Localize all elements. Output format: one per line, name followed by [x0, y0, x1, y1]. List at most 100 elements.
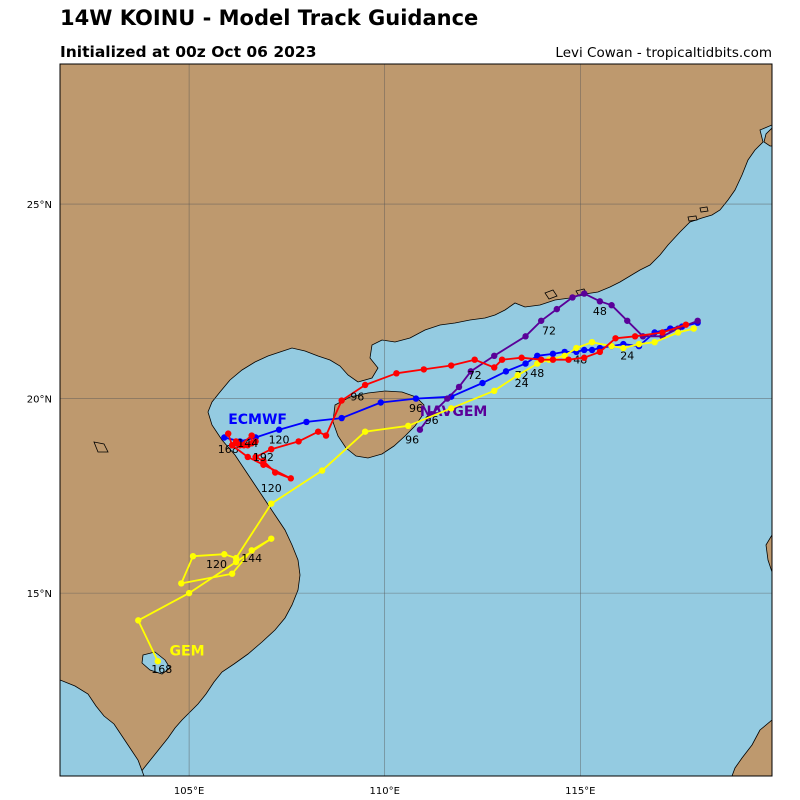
- y-tick-label: 20°N: [27, 395, 52, 406]
- forecast-hour-label: 192: [253, 451, 274, 464]
- track-point-gem: [588, 338, 596, 346]
- track-point-gfs: [549, 356, 557, 363]
- track-point-gem: [635, 340, 643, 348]
- track-point-ecmwf: [303, 418, 310, 426]
- track-point-navgem: [553, 305, 561, 313]
- track-point-gfs: [228, 442, 236, 449]
- track-point-gem: [178, 580, 185, 587]
- page-title: 14W KOINU - Model Track Guidance: [60, 6, 479, 30]
- forecast-hour-label: 72: [468, 369, 482, 382]
- track-point-ecmwf: [479, 379, 486, 387]
- track-point-gfs: [420, 366, 428, 373]
- track-point-gfs: [295, 438, 302, 445]
- track-point-gem: [690, 325, 697, 332]
- forecast-hour-label: 48: [593, 305, 607, 318]
- land-palawan: [731, 719, 772, 776]
- track-point-navgem: [444, 395, 451, 402]
- forecast-hour-label: 24: [515, 377, 529, 390]
- track-point-gfs: [361, 381, 369, 389]
- land-mainland: [60, 64, 772, 776]
- track-point-gem: [674, 329, 682, 336]
- track-point-navgem: [624, 317, 631, 324]
- track-point-gem: [185, 589, 193, 597]
- x-tick-label: 115°E: [565, 786, 595, 797]
- track-point-ecmwf: [377, 399, 384, 406]
- track-point-gfs: [260, 461, 267, 468]
- track-point-gem: [561, 352, 568, 360]
- track-point-ecmwf: [338, 414, 345, 422]
- track-point-navgem: [491, 352, 498, 360]
- track-point-gem: [491, 387, 498, 395]
- track-point-gfs: [448, 362, 455, 369]
- track-point-gem: [228, 570, 236, 577]
- forecast-hour-label: 144: [237, 437, 258, 450]
- track-point-gem: [318, 467, 326, 474]
- x-tick-label: 105°E: [174, 786, 204, 797]
- land-island: [544, 289, 558, 300]
- track-point-gfs: [232, 438, 240, 445]
- track-point-gfs: [225, 430, 232, 437]
- track-point-navgem: [467, 368, 474, 375]
- model-name-label-navgem: NAVGEM: [420, 404, 487, 420]
- track-point-gem: [248, 547, 255, 554]
- track-point-gfs: [252, 453, 259, 461]
- forecast-hour-label: 24: [620, 350, 634, 363]
- track-point-gfs: [393, 370, 400, 377]
- land-island: [687, 215, 698, 222]
- forecast-hour-label: 120: [261, 482, 282, 495]
- track-point-gem: [232, 558, 240, 566]
- land-luzon: [765, 534, 772, 573]
- track-point-gem: [620, 344, 627, 352]
- track-point-gem: [189, 552, 197, 560]
- track-point-gfs: [287, 475, 295, 482]
- track-point-ecmwf: [275, 426, 283, 433]
- track-point-gfs: [314, 428, 322, 435]
- land-taiwan: [763, 127, 772, 147]
- track-point-gfs: [252, 438, 259, 445]
- track-point-gem: [221, 551, 228, 558]
- gulf-of-thailand: [60, 679, 145, 776]
- track-point-ecmwf: [412, 395, 420, 402]
- track-point-ecmwf: [522, 360, 529, 367]
- track-point-gfs: [268, 445, 275, 453]
- track-gem: 96 120 144 168 GEM: [135, 325, 697, 676]
- forecast-hour-label: 96: [409, 402, 423, 415]
- track-point-gfs: [565, 356, 572, 363]
- track-point-gem: [651, 338, 658, 346]
- track-point-gem: [534, 360, 541, 367]
- track-point-gfs: [244, 453, 251, 461]
- track-point-gfs: [581, 354, 588, 361]
- track-point-gfs: [612, 335, 619, 342]
- track-point-navgem: [569, 294, 576, 301]
- forecast-hour-label: 144: [241, 552, 262, 565]
- track-point-ecmwf: [549, 350, 557, 358]
- track-point-gem: [573, 344, 580, 352]
- track-point-gem: [268, 535, 275, 542]
- track-point-gfs: [248, 432, 255, 439]
- track-point-navgem: [522, 333, 529, 340]
- track-point-gem: [154, 658, 162, 665]
- track-point-gem: [514, 372, 521, 379]
- axis-labels: 105°E 110°E 115°E 15°N 20°N 25°N: [27, 200, 596, 797]
- track-gfs: 24 72 96 120 192 120 144: [225, 321, 690, 495]
- y-tick-label: 15°N: [27, 589, 52, 600]
- track-point-gfs: [537, 356, 545, 363]
- forecast-hour-label: 168: [151, 663, 172, 676]
- track-point-navgem: [455, 383, 463, 391]
- land-island: [93, 441, 109, 453]
- track-point-ecmwf: [588, 346, 596, 354]
- gridlines: [60, 64, 772, 776]
- track-point-navgem: [596, 298, 604, 305]
- track-point-gfs: [322, 432, 330, 439]
- track-point-gfs: [244, 442, 251, 449]
- track-point-gfs: [471, 356, 478, 363]
- forecast-hour-label: 96: [405, 433, 419, 446]
- track-point-ecmwf: [221, 434, 228, 441]
- track-point-navgem: [694, 317, 701, 324]
- track-point-gfs: [659, 329, 666, 336]
- track-point-gfs: [518, 354, 525, 361]
- track-point-navgem: [416, 426, 424, 433]
